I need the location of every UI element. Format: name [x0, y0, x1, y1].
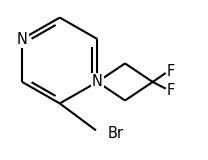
Text: Br: Br [107, 126, 123, 141]
Text: N: N [92, 74, 103, 89]
Text: F: F [167, 83, 175, 98]
Text: N: N [17, 32, 28, 47]
Text: F: F [167, 64, 175, 79]
